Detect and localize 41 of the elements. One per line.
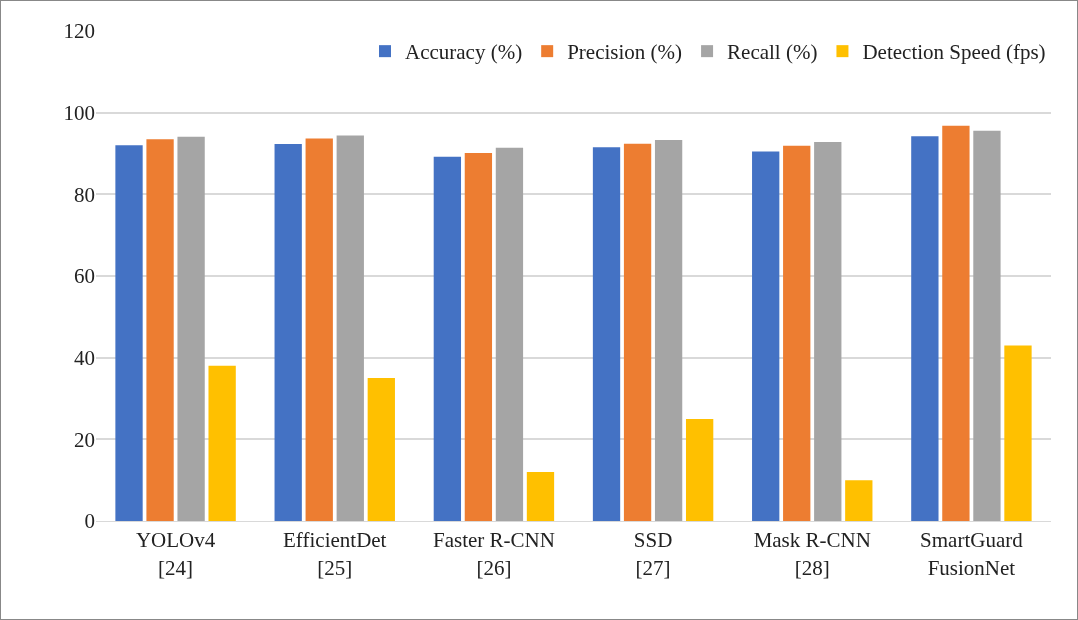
y-tick-label: 60: [74, 264, 95, 289]
bar: [526, 472, 555, 521]
bar: [115, 145, 143, 521]
bar: [274, 144, 302, 521]
bar: [654, 140, 683, 521]
x-tick-label: EfficientDet [25]: [283, 528, 387, 580]
bar: [845, 480, 873, 521]
bar: [146, 139, 174, 521]
y-tick-label: 80: [74, 182, 95, 207]
legend-label: Precision (%): [567, 40, 683, 65]
legend-label: Accuracy (%): [405, 40, 523, 65]
bar: [623, 143, 652, 521]
bar: [336, 135, 364, 521]
x-tick-label: Mask R-CNN [28]: [753, 528, 871, 580]
y-tick-label: 40: [74, 346, 95, 371]
bar: [752, 151, 780, 521]
bar: [783, 145, 811, 521]
x-tick-label: Faster R-CNN [26]: [432, 528, 555, 580]
y-tick-label: 100: [63, 101, 95, 126]
x-tick-label: YOLOv4 [24]: [135, 528, 216, 580]
x-tick-label: SmartGuard FusionNet: [920, 528, 1024, 580]
bar: [685, 418, 714, 521]
legend-label: Recall (%): [727, 40, 818, 65]
bar: [367, 378, 395, 521]
bar: [973, 130, 1001, 521]
y-tick-label: 20: [74, 427, 95, 452]
bar: [942, 125, 970, 521]
x-tick-label: SSD [27]: [633, 528, 673, 580]
bar: [814, 142, 842, 521]
bar: [495, 147, 524, 521]
bar: [464, 153, 493, 521]
bar: [177, 136, 205, 521]
bar: [433, 156, 462, 521]
legend-label: Detection Speed (fps): [862, 40, 1046, 65]
bar: [1004, 345, 1032, 521]
bar: [305, 138, 333, 521]
bar: [592, 147, 621, 521]
bar: [911, 136, 939, 521]
y-tick-label: 120: [63, 19, 95, 44]
bar: [208, 365, 236, 521]
y-tick-label: 0: [84, 509, 95, 534]
